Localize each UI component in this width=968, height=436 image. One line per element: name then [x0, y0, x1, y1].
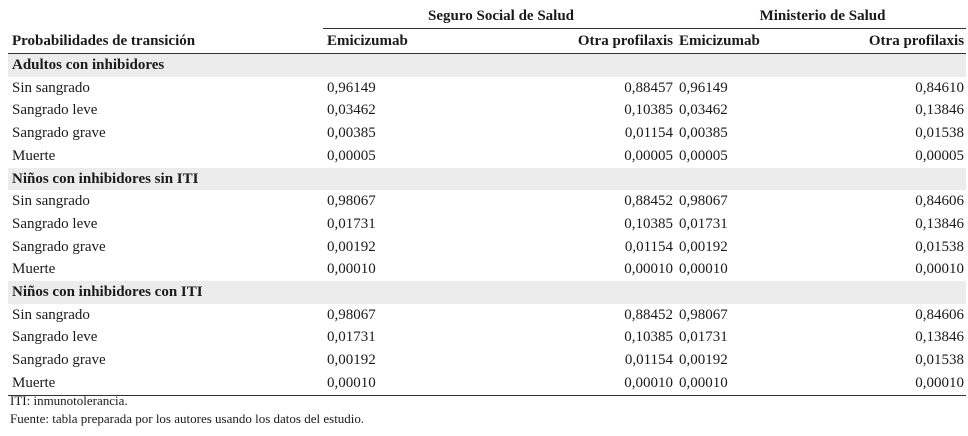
column-header-otra-profilaxis-ss: Otra profilaxis — [577, 33, 674, 49]
probability-cell: 0,03462 — [679, 102, 728, 119]
probability-cell: 0,84610 — [915, 79, 965, 96]
transition-probabilities-table: Seguro Social de Salud Ministerio de Sal… — [8, 4, 967, 396]
table-row: Sin sangrado 0,98067 0,88452 0,98067 0,84606 — [8, 190, 966, 213]
section-row: Adultos con inhibidores — [8, 53, 967, 77]
table-row: Muerte 0,00010 0,00010 0,00010 0,00010 — [8, 372, 967, 396]
row-label: Sin sangrado — [12, 193, 90, 210]
probability-cell: 0,84606 — [915, 306, 965, 323]
row-label: Muerte — [12, 374, 56, 391]
probability-cell: 0,01731 — [327, 215, 376, 232]
probability-cell: 0,88457 — [624, 79, 674, 96]
table-body: Adultos con inhibidores Sin sangrado 0,961… — [8, 53, 967, 396]
probability-cell: 0,98067 — [679, 306, 728, 323]
probability-cell: 0,00192 — [679, 352, 728, 369]
row-label: Sangrado leve — [12, 102, 98, 119]
probability-cell: 0,00192 — [679, 238, 728, 255]
section-title: Niños con inhibidores con ITI — [8, 281, 967, 304]
probability-cell: 0,01154 — [624, 125, 674, 142]
table-row: Sangrado leve 0,01731 0,10385 0,01731 0,1384… — [8, 213, 966, 236]
probability-cell: 0,00005 — [915, 147, 965, 164]
table-row: Sangrado grave 0,00192 0,01154 0,00192 0,015… — [8, 236, 966, 259]
probability-cell: 0,84606 — [915, 193, 965, 210]
probability-cell: 0,96149 — [327, 79, 376, 96]
probability-cell: 0,00005 — [327, 147, 376, 164]
section-title: Niños con inhibidores sin ITI — [8, 167, 967, 191]
probability-cell: 0,88452 — [624, 193, 674, 210]
section-title: Adultos con inhibidores — [8, 53, 967, 77]
column-header-row: Probabilidades de transición Emicizumab … — [8, 29, 967, 54]
probability-cell: 0,00010 — [679, 374, 728, 391]
probability-cell: 0,88452 — [624, 306, 674, 323]
group-header-seguro-social: Seguro Social de Salud — [323, 4, 676, 29]
row-label: Sangrado grave — [12, 125, 106, 142]
probability-cell: 0,00005 — [679, 147, 728, 164]
row-label: Sangrado grave — [12, 352, 106, 369]
probability-cell: 0,13846 — [915, 102, 965, 119]
probability-cell: 0,01154 — [624, 238, 674, 255]
probability-cell: 0,00010 — [624, 374, 674, 391]
row-label: Sin sangrado — [12, 306, 90, 323]
probability-cell: 0,13846 — [915, 329, 965, 346]
row-label: Sangrado grave — [12, 238, 106, 255]
group-header-ministerio: Ministerio de Salud — [675, 4, 967, 29]
probability-cell: 0,01731 — [327, 329, 376, 346]
column-header-emicizumab-ms: Emicizumab — [679, 33, 760, 49]
group-header-row: Seguro Social de Salud Ministerio de Sal… — [8, 4, 967, 29]
probability-cell: 0,01538 — [915, 352, 965, 369]
column-header-emicizumab-ss: Emicizumab — [327, 33, 408, 49]
probability-cell: 0,10385 — [624, 329, 674, 346]
table-row: Sin sangrado 0,96149 0,88457 0,96149 0,84610 — [8, 77, 966, 100]
probability-cell: 0,96149 — [679, 79, 728, 96]
table-row: Sin sangrado 0,98067 0,88452 0,98067 0,84606 — [8, 304, 966, 327]
probability-cell: 0,01731 — [679, 329, 728, 346]
probability-cell: 0,01731 — [679, 215, 728, 232]
table-row: Sangrado leve 0,03462 0,10385 0,03462 0,1384… — [8, 99, 966, 122]
column-header-otra-profilaxis-ms: Otra profilaxis — [868, 33, 965, 49]
probability-cell: 0,98067 — [327, 193, 376, 210]
row-label: Sangrado leve — [12, 215, 98, 232]
probability-cell: 0,00385 — [327, 125, 376, 142]
row-label: Sangrado leve — [12, 329, 98, 346]
probability-cell: 0,00192 — [327, 238, 376, 255]
probability-cell: 0,13846 — [915, 215, 965, 232]
probability-cell: 0,98067 — [679, 193, 728, 210]
table-row: Muerte 0,00010 0,00010 0,00010 0,00010 — [8, 258, 966, 281]
row-label: Muerte — [12, 261, 56, 278]
probability-cell: 0,00385 — [679, 125, 728, 142]
probability-cell: 0,00010 — [624, 261, 674, 278]
probability-cell: 0,00005 — [624, 147, 674, 164]
table-row: Muerte 0,00005 0,00005 0,00005 0,00005 — [8, 145, 966, 168]
probability-cell: 0,00010 — [915, 261, 965, 278]
table-notes: ITI: inmunotolerancia. Fuente: tabla pre… — [10, 392, 364, 428]
table-row: Sangrado leve 0,01731 0,10385 0,01731 0,1384… — [8, 326, 966, 349]
probability-cell: 0,10385 — [624, 102, 674, 119]
source-note: Fuente: tabla preparada por los autores … — [10, 411, 365, 426]
probability-cell: 0,00010 — [327, 374, 376, 391]
row-label: Muerte — [12, 147, 56, 164]
probability-cell: 0,01538 — [915, 238, 965, 255]
probability-cell: 0,00010 — [327, 261, 376, 278]
probability-cell: 0,03462 — [327, 102, 376, 119]
abbreviation-note: ITI: inmunotolerancia. — [10, 393, 128, 408]
probability-cell: 0,01154 — [624, 352, 674, 369]
row-label: Sin sangrado — [12, 79, 90, 96]
probability-cell: 0,00192 — [327, 352, 376, 369]
probability-cell: 0,01538 — [915, 125, 965, 142]
section-row: Niños con inhibidores sin ITI — [8, 167, 967, 191]
probability-cell: 0,98067 — [327, 306, 376, 323]
probability-cell: 0,00010 — [915, 374, 965, 391]
section-row: Niños con inhibidores con ITI — [8, 281, 967, 304]
column-header-probabilities: Probabilidades de transición — [12, 32, 196, 49]
probability-cell: 0,00010 — [679, 261, 728, 278]
table-row: Sangrado grave 0,00192 0,01154 0,00192 0,015… — [8, 349, 966, 372]
probability-cell: 0,10385 — [624, 215, 674, 232]
table-row: Sangrado grave 0,00385 0,01154 0,00385 0,015… — [8, 122, 966, 145]
